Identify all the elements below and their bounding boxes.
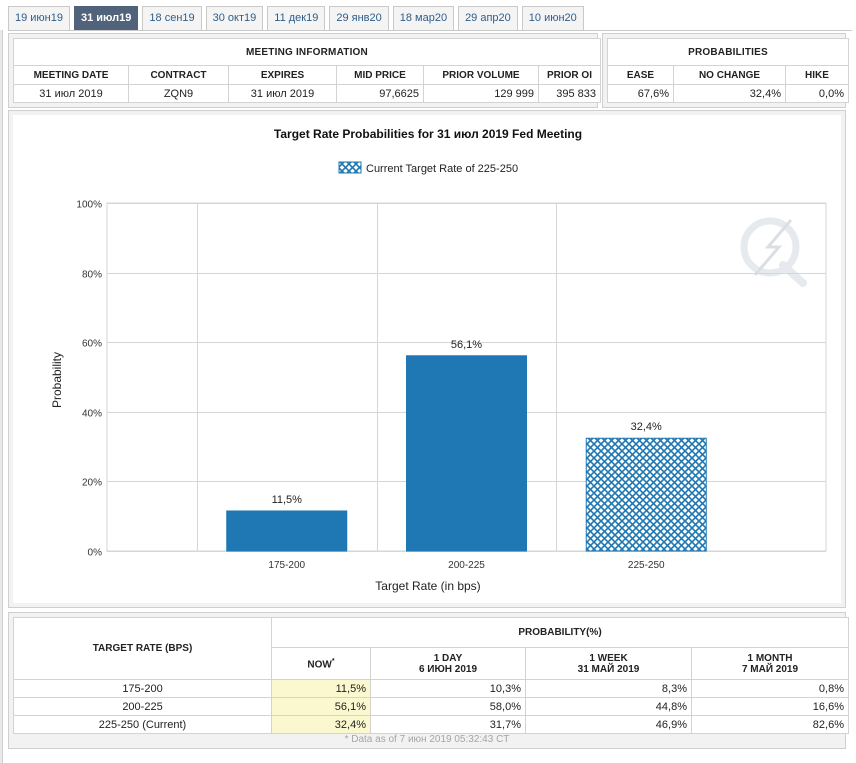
contract-value: ZQN9	[128, 84, 229, 103]
one-day-cell: 58,0%	[370, 697, 526, 716]
tab-meeting[interactable]: 29 апр20	[458, 6, 518, 30]
y-tick-label: 60%	[82, 339, 102, 350]
y-axis-label: Probability	[50, 352, 64, 408]
chart-legend: Current Target Rate of 225-250	[338, 161, 518, 175]
header-expires: EXPIRES	[228, 65, 337, 85]
now-header: NOW*	[271, 647, 371, 680]
one-week-header: 1 WEEK 31 МАЙ 2019	[525, 647, 692, 680]
chart-bars	[226, 355, 707, 552]
tab-meeting[interactable]: 10 июн20	[521, 6, 584, 30]
one-month-cell: 0,8%	[691, 679, 849, 698]
one-day-cell: 10,3%	[370, 679, 526, 698]
data-timestamp-footnote: * Data as of 7 июн 2019 05:32:43 CT	[344, 734, 510, 745]
probabilities-table: PROBABILITIES EASE NO CHANGE HIKE 67,6% …	[607, 38, 849, 103]
meeting-info-panel: MEETING INFORMATION MEETING DATE CONTRAC…	[8, 33, 601, 108]
meeting-tabs: 19 июн19 31 июл19 18 сен19 30 окт19 11 д…	[8, 6, 588, 30]
tab-meeting[interactable]: 19 июн19	[8, 6, 70, 30]
bar-200-225[interactable]	[406, 355, 527, 552]
chart-data-labels: 11,5% 56,1% 32,4%	[272, 339, 662, 506]
one-week-cell: 8,3%	[525, 679, 692, 698]
legend-label: Current Target Rate of 225-250	[366, 163, 518, 175]
chart-title: Target Rate Probabilities for 31 июл 201…	[274, 127, 582, 141]
mid-price-value: 97,6625	[336, 84, 424, 103]
y-tick-label: 100%	[76, 200, 102, 211]
header-no-change: NO CHANGE	[673, 65, 786, 85]
prior-oi-value: 395 833	[538, 84, 601, 103]
one-day-cell: 31,7%	[370, 715, 526, 734]
probabilities-panel: PROBABILITIES EASE NO CHANGE HIKE 67,6% …	[602, 33, 849, 108]
header-prior-oi: PRIOR OI	[538, 65, 601, 85]
no-change-value: 32,4%	[673, 84, 786, 103]
x-tick-label: 175-200	[268, 560, 305, 571]
tab-meeting[interactable]: 11 дек19	[267, 6, 326, 30]
x-tick-label: 225-250	[628, 560, 665, 571]
y-axis-ticks: 0% 20% 40% 60% 80% 100%	[76, 200, 102, 559]
tab-underline	[8, 30, 852, 31]
legend-swatch	[338, 161, 362, 174]
now-cell: 32,4%	[271, 715, 371, 734]
expires-value: 31 июл 2019	[228, 84, 337, 103]
table-row: 200-225 56,1% 58,0% 44,8% 16,6%	[13, 697, 849, 716]
x-axis-label: Target Rate (in bps)	[375, 579, 480, 593]
y-tick-label: 80%	[82, 270, 102, 281]
rate-cell: 225-250 (Current)	[13, 715, 272, 734]
rate-cell: 200-225	[13, 697, 272, 716]
one-month-header: 1 MONTH 7 МАЙ 2019	[691, 647, 849, 680]
header-meeting-date: MEETING DATE	[13, 65, 129, 85]
probability-history-panel: TARGET RATE (BPS) PROBABILITY(%) NOW* 1 …	[8, 612, 849, 749]
probability-group-header: PROBABILITY(%)	[271, 616, 849, 649]
bar-175-200[interactable]	[226, 510, 348, 552]
hike-value: 0,0%	[785, 84, 849, 103]
one-week-cell: 46,9%	[525, 715, 692, 734]
x-tick-label: 200-225	[448, 560, 485, 571]
tab-meeting[interactable]: 18 сен19	[142, 6, 202, 30]
tab-meeting[interactable]: 18 мар20	[392, 6, 455, 30]
rate-cell: 175-200	[13, 679, 272, 698]
y-tick-label: 40%	[82, 409, 102, 420]
header-prior-volume: PRIOR VOLUME	[423, 65, 539, 85]
meeting-date-value: 31 июл 2019	[13, 84, 129, 103]
tab-meeting-active[interactable]: 31 июл19	[74, 6, 139, 30]
table-row: 225-250 (Current) 32,4% 31,7% 46,9% 82,6…	[13, 715, 849, 734]
one-week-cell: 44,8%	[525, 697, 692, 716]
chart-panel: Target Rate Probabilities for 31 июл 201…	[8, 110, 846, 608]
left-sidebar-edge	[0, 30, 3, 763]
probability-history-table: TARGET RATE (BPS) PROBABILITY(%) NOW* 1 …	[13, 616, 849, 734]
target-rate-header: TARGET RATE (BPS)	[13, 617, 272, 680]
bar-value-label: 56,1%	[451, 339, 482, 351]
y-tick-label: 0%	[88, 548, 103, 559]
meeting-info-table: MEETING INFORMATION MEETING DATE CONTRAC…	[13, 38, 601, 103]
probabilities-title: PROBABILITIES	[607, 38, 849, 66]
header-hike: HIKE	[785, 65, 849, 85]
header-mid-price: MID PRICE	[336, 65, 424, 85]
bar-value-label: 11,5%	[272, 494, 303, 506]
chart-area: Target Rate Probabilities for 31 июл 201…	[13, 115, 841, 603]
one-day-header: 1 DAY 6 ИЮН 2019	[370, 647, 526, 680]
ease-value: 67,6%	[607, 84, 674, 103]
prior-volume-value: 129 999	[423, 84, 539, 103]
header-ease: EASE	[607, 65, 674, 85]
table-row: 175-200 11,5% 10,3% 8,3% 0,8%	[13, 679, 849, 698]
x-axis-ticks: 175-200 200-225 225-250	[268, 560, 665, 571]
tab-meeting[interactable]: 30 окт19	[205, 6, 264, 30]
bar-225-250[interactable]	[585, 437, 707, 552]
bar-value-label: 32,4%	[631, 421, 662, 433]
target-rate-chart: Target Rate Probabilities for 31 июл 201…	[50, 127, 827, 593]
one-month-cell: 16,6%	[691, 697, 849, 716]
now-cell: 56,1%	[271, 697, 371, 716]
tab-meeting[interactable]: 29 янв20	[329, 6, 389, 30]
y-tick-label: 20%	[82, 478, 102, 489]
now-cell: 11,5%	[271, 679, 371, 698]
one-month-cell: 82,6%	[691, 715, 849, 734]
meeting-info-title: MEETING INFORMATION	[13, 38, 601, 66]
header-contract: CONTRACT	[128, 65, 229, 85]
